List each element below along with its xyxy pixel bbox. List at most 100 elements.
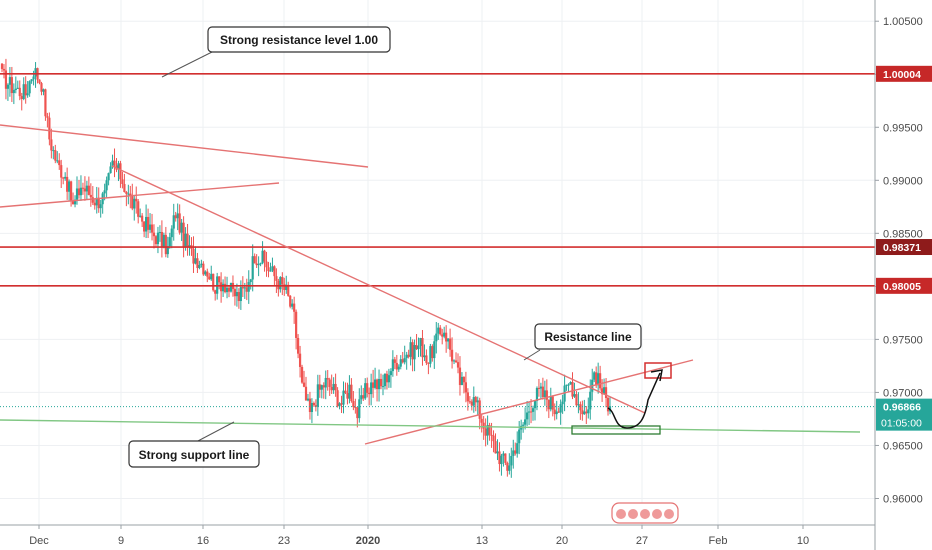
candle-body bbox=[300, 366, 304, 383]
candle-body bbox=[474, 397, 477, 403]
candle-body bbox=[399, 359, 402, 367]
candle-body bbox=[571, 382, 574, 397]
candle-body bbox=[456, 362, 460, 368]
time-tick-label: Dec bbox=[29, 535, 49, 547]
candle-body bbox=[148, 224, 152, 230]
candle-body bbox=[569, 382, 572, 385]
candle-body bbox=[170, 228, 173, 238]
candle-body bbox=[551, 396, 554, 410]
event-markers[interactable] bbox=[611, 502, 679, 524]
candle-body bbox=[186, 233, 189, 247]
candle-body bbox=[553, 409, 556, 415]
candle-body bbox=[10, 77, 13, 94]
candle-body bbox=[162, 234, 165, 247]
main-descending-trendline[interactable] bbox=[111, 165, 646, 414]
resistance-line-callout[interactable]: Resistance line bbox=[523, 323, 642, 361]
candle-body bbox=[470, 401, 473, 406]
candle-body bbox=[235, 292, 239, 297]
candle-body bbox=[113, 160, 116, 166]
candle-body bbox=[50, 139, 53, 151]
candle-body bbox=[192, 248, 195, 264]
candle-body bbox=[352, 401, 355, 408]
candle-body bbox=[111, 160, 114, 167]
candle-body bbox=[510, 455, 513, 466]
candle-body bbox=[358, 399, 361, 419]
strong-resistance-price-badge bbox=[876, 65, 932, 82]
resistance-mid-price-label: 0.98371 bbox=[883, 242, 921, 254]
candle-body bbox=[40, 83, 43, 92]
candle-body bbox=[498, 451, 501, 465]
candle-body bbox=[508, 465, 511, 471]
candle-body bbox=[24, 84, 27, 96]
rising-trendline[interactable] bbox=[0, 182, 280, 208]
candle-body bbox=[364, 383, 367, 399]
strong-support-line[interactable] bbox=[0, 419, 861, 433]
candle-body bbox=[255, 263, 258, 266]
candle-body bbox=[354, 407, 357, 409]
time-tick-label: 9 bbox=[118, 535, 124, 547]
candle-body bbox=[54, 150, 57, 161]
candle-body bbox=[291, 303, 294, 307]
candle-body bbox=[97, 197, 100, 209]
candle-body bbox=[360, 395, 363, 400]
candle-body bbox=[391, 359, 394, 372]
candle-body bbox=[308, 398, 312, 413]
candle-body bbox=[297, 337, 300, 354]
price-tick-label: 0.97000 bbox=[883, 387, 923, 399]
candle-body bbox=[269, 270, 272, 272]
candle-body bbox=[340, 403, 343, 405]
candle-body bbox=[220, 282, 223, 292]
candle-body bbox=[449, 338, 452, 350]
candle-body bbox=[541, 386, 544, 397]
resistance-mid-price-badge bbox=[876, 239, 932, 256]
price-axis[interactable]: 0.96000 0.96500 0.97000 0.97500 0.98500 0.990… bbox=[875, 16, 923, 505]
callout-box bbox=[534, 323, 642, 350]
candle-body bbox=[350, 384, 353, 402]
callout-pointer bbox=[195, 421, 235, 443]
candle-body bbox=[531, 408, 535, 412]
candle-countdown-label: 01:05:00 bbox=[881, 418, 922, 430]
candle-body bbox=[16, 87, 19, 89]
candle-body bbox=[437, 327, 440, 334]
time-axis[interactable]: Dec 9 16 23 2020 13 20 27 Feb 10 bbox=[29, 525, 809, 547]
candle-body bbox=[602, 387, 606, 395]
candle-body bbox=[435, 333, 438, 342]
candle-body bbox=[454, 360, 458, 363]
time-tick-label: 27 bbox=[636, 535, 648, 547]
candle-body bbox=[152, 232, 156, 237]
callout-text: Resistance line bbox=[544, 330, 632, 344]
candle-body bbox=[249, 279, 252, 283]
candle-body bbox=[516, 443, 519, 454]
strong-support-callout[interactable]: Strong support line bbox=[128, 421, 260, 468]
strong-resistance-callout[interactable]: Strong resistance level 1.00 bbox=[161, 26, 391, 78]
candle-body bbox=[559, 404, 562, 413]
candle-body bbox=[472, 397, 475, 406]
candle-body bbox=[573, 394, 576, 397]
candle-body bbox=[85, 185, 88, 192]
support-zone-box[interactable] bbox=[571, 425, 661, 435]
upper-descending-trendline[interactable] bbox=[0, 124, 369, 168]
candle-body bbox=[204, 271, 207, 275]
candle-body bbox=[524, 419, 527, 425]
candle-body bbox=[342, 390, 345, 405]
strong-resistance-price-label: 1.00004 bbox=[883, 69, 921, 81]
callout-pointer bbox=[161, 51, 213, 78]
candle-body bbox=[549, 396, 552, 410]
candle-body bbox=[223, 283, 227, 293]
candle-body bbox=[263, 250, 266, 262]
candle-body bbox=[604, 387, 608, 398]
candle-body bbox=[595, 372, 598, 386]
candle-body bbox=[543, 390, 546, 397]
candle-body bbox=[139, 215, 142, 217]
candle-body bbox=[518, 429, 521, 444]
rising-resistance-line[interactable] bbox=[364, 359, 694, 445]
candle-body bbox=[450, 349, 454, 362]
candle-body bbox=[334, 383, 337, 391]
price-tick-label: 0.97500 bbox=[883, 334, 923, 346]
candle-body bbox=[75, 188, 79, 200]
candle-body bbox=[158, 232, 162, 234]
candle-body bbox=[196, 258, 199, 269]
candle-body bbox=[81, 187, 85, 189]
candle-body bbox=[103, 190, 106, 194]
